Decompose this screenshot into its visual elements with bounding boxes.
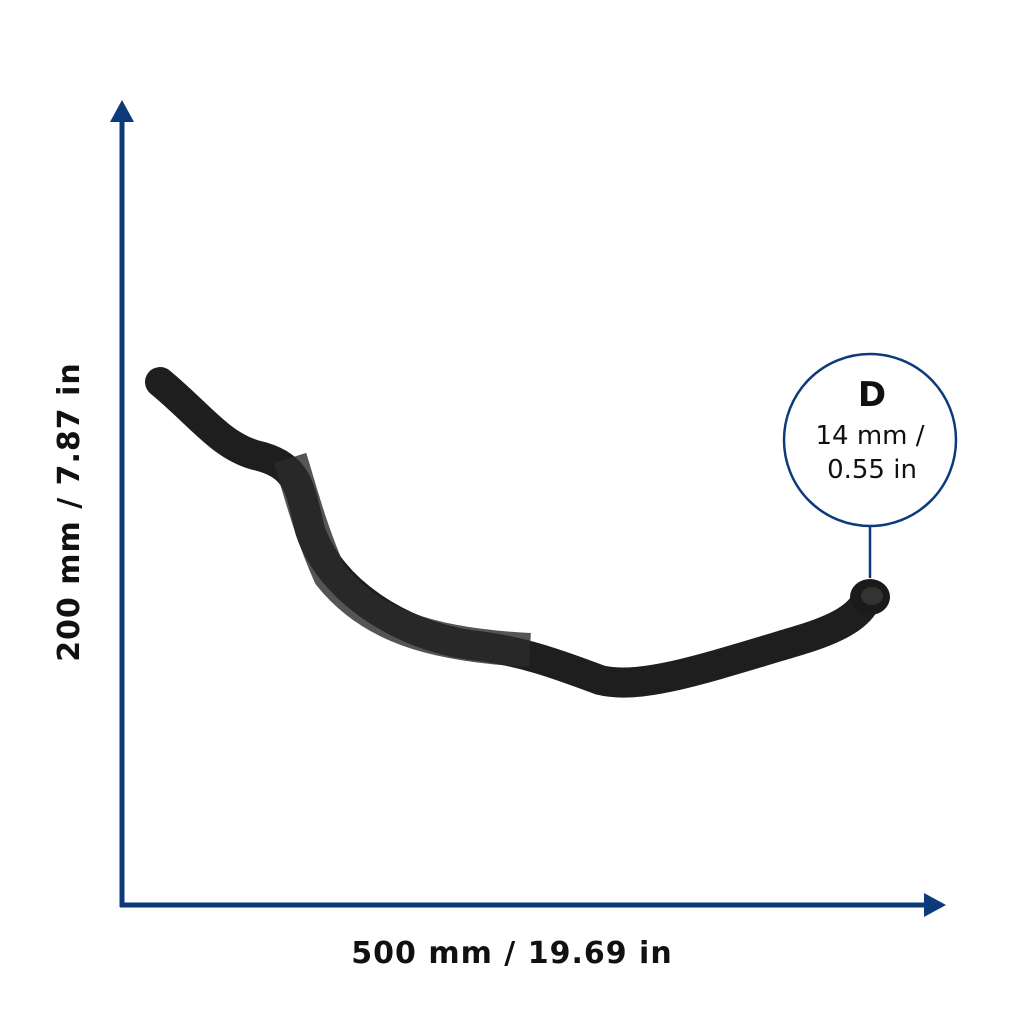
width-label: 500 mm / 19.69 in xyxy=(351,936,672,971)
callout-circle xyxy=(782,352,958,528)
arrowhead xyxy=(924,893,946,917)
arrowhead xyxy=(110,100,134,122)
hose-sleeve xyxy=(273,452,531,667)
hose xyxy=(145,367,890,698)
height-label: 200 mm / 7.87 in xyxy=(52,362,87,662)
callout-text: 0.55 in xyxy=(827,455,917,485)
hose-opening xyxy=(861,587,883,605)
callout-label: D xyxy=(858,375,886,415)
callout-text: 14 mm / xyxy=(815,421,924,451)
